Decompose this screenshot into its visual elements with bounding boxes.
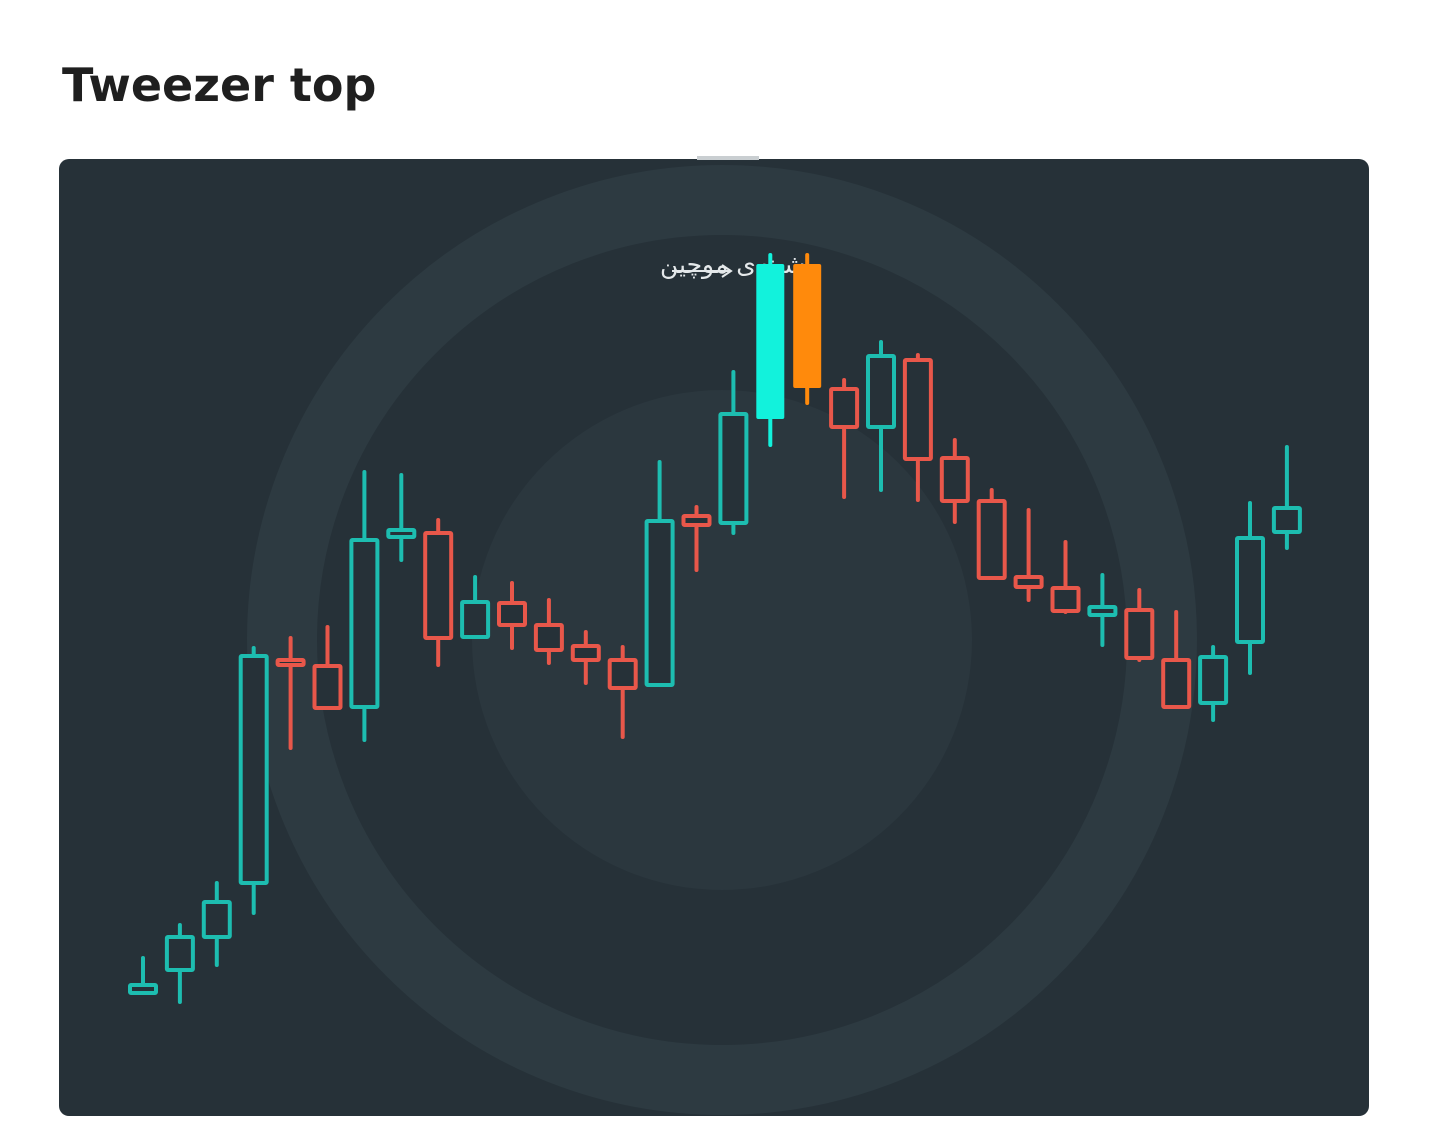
chart-title: Tweezer top xyxy=(62,58,377,112)
panel-tab xyxy=(697,156,759,160)
candle-body xyxy=(460,600,491,639)
candle-body xyxy=(756,264,785,419)
candle-body xyxy=(349,538,380,709)
candle-body xyxy=(497,601,527,627)
candle-body xyxy=(644,519,675,687)
candle-body xyxy=(793,264,822,388)
candle-body xyxy=(829,387,860,429)
candle-body xyxy=(533,623,564,652)
watermark xyxy=(472,390,972,890)
candle-body xyxy=(1271,506,1302,534)
candle-body xyxy=(902,358,933,461)
candle-body xyxy=(939,456,970,503)
candle-body xyxy=(718,412,749,525)
candle-body xyxy=(128,983,158,995)
candle-body xyxy=(201,900,232,939)
annotation-arrow-head xyxy=(721,264,733,278)
candle-body xyxy=(1087,605,1118,617)
candle-body xyxy=(607,658,638,690)
watermark xyxy=(247,165,1197,1115)
candle-body xyxy=(312,664,343,710)
candle-body xyxy=(164,935,195,972)
candle-body xyxy=(1198,655,1229,705)
candle-body xyxy=(1124,608,1155,660)
candle-body xyxy=(1013,575,1044,589)
candle-body xyxy=(976,499,1007,580)
candle-body xyxy=(866,354,896,429)
candle-body xyxy=(386,528,417,539)
candle-body xyxy=(1235,536,1265,644)
candle-body xyxy=(1050,586,1081,613)
candle-body xyxy=(681,514,712,527)
candle-body xyxy=(238,654,269,885)
candle-body xyxy=(570,644,601,662)
candle-body xyxy=(1161,658,1192,709)
candle-body xyxy=(423,531,454,640)
candle-body xyxy=(275,658,306,667)
